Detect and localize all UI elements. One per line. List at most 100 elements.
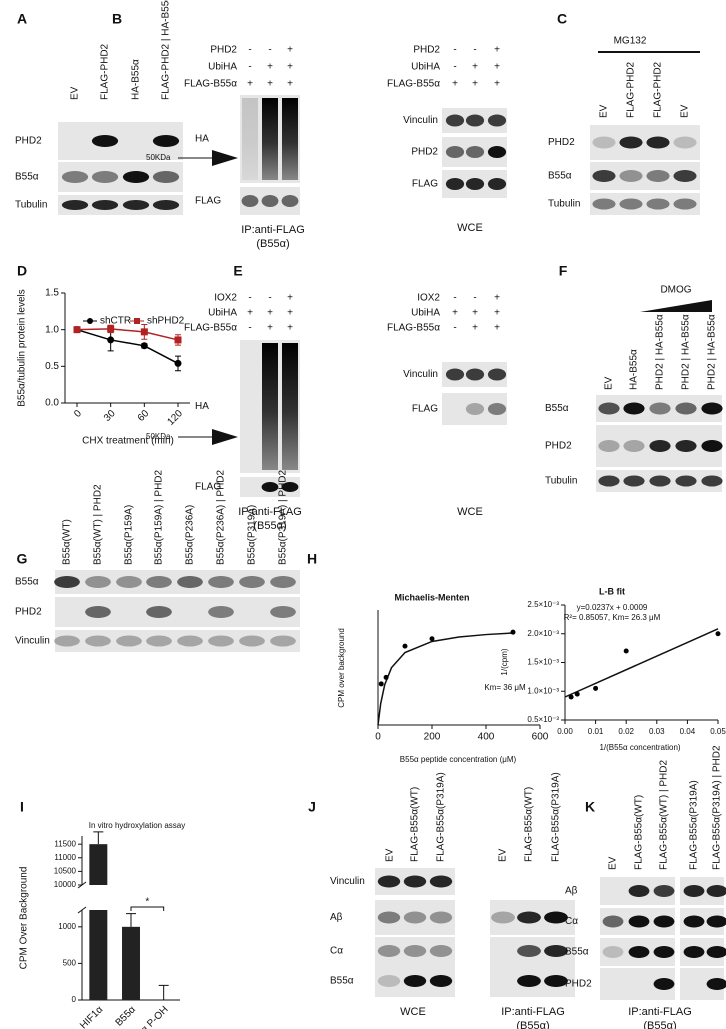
blot-band [517, 911, 541, 924]
condition-label: IOX2 [417, 293, 440, 304]
blot-band [653, 915, 675, 928]
blot-band [85, 606, 111, 618]
lane-label: PHD2 | HA-B55α [655, 314, 666, 390]
condition-sign: + [287, 79, 293, 90]
annotation: R²= 0.85057, Km= 26.3 μM [564, 613, 661, 622]
blot-band [377, 975, 401, 987]
data-point [140, 342, 148, 350]
row-label: FLAG [195, 196, 221, 207]
blot-band [403, 875, 427, 888]
blot-band [116, 635, 142, 647]
blot-band [619, 170, 643, 182]
data-point [107, 336, 115, 344]
condition-sign: - [268, 45, 271, 56]
y-tick-label: 1.5×10⁻³ [527, 658, 559, 667]
data-point [402, 643, 408, 649]
y-tick-label: 11000 [54, 853, 76, 862]
row-label: Vinculin [15, 636, 50, 647]
y-tick-label: 0 [72, 995, 77, 1004]
blot-band [683, 915, 705, 928]
caption: WCE [457, 222, 483, 234]
blot-band [598, 402, 620, 415]
blot-band [598, 475, 620, 487]
error-bar [158, 984, 169, 1000]
data-point [73, 326, 81, 334]
series-line [76, 328, 179, 341]
y-tick-label: 500 [63, 959, 77, 968]
lane-label: FLAG-PHD2 [653, 61, 664, 118]
row-label: B55α [565, 947, 589, 958]
blot-band [646, 198, 670, 210]
caption: (B55α) [643, 1020, 676, 1029]
blot-band [403, 911, 427, 924]
blot-band [403, 945, 427, 957]
blot-band [465, 403, 485, 415]
data-point [174, 359, 182, 367]
condition-sign: - [248, 293, 251, 304]
x-tick-label: 0.04 [680, 727, 696, 736]
row-label: Tubulin [545, 476, 577, 487]
lane-label: EV [604, 376, 615, 390]
caption: (B55α) [256, 238, 289, 250]
row-label: Vinculin [403, 115, 438, 126]
blot-gap [675, 870, 680, 1005]
blot-band [54, 576, 80, 588]
lane-label: B55α(P159A) [124, 505, 135, 565]
blot-band [646, 170, 670, 182]
condition-sign: + [247, 79, 253, 90]
row-label: FLAG [412, 179, 438, 190]
lane-label: EV [599, 104, 610, 118]
blot-band [706, 946, 726, 958]
treatment-label: MG132 [614, 36, 647, 47]
x-tick-label: 600 [532, 732, 549, 743]
blot-band [598, 440, 620, 452]
caption: IP:anti-FLAG [501, 1006, 565, 1018]
blot-band [623, 475, 645, 487]
data-point [378, 681, 384, 687]
panel-letter: A [17, 11, 27, 27]
blot-band [673, 136, 697, 149]
blot-band [91, 135, 119, 147]
blot-band [241, 195, 259, 207]
condition-label: FLAG-B55α [184, 323, 237, 334]
blot-strip [58, 195, 183, 215]
lane-label: EV [498, 848, 509, 862]
condition-sign: - [268, 293, 271, 304]
condition-sign: - [473, 45, 476, 56]
blot-band [706, 978, 726, 990]
condition-sign: - [453, 323, 456, 334]
lane-label: FLAG-PHD2 | HA-B55α [161, 0, 172, 100]
y-axis-label: CPM Over Background [19, 867, 30, 970]
caption: IP:anti-FLAG [238, 506, 302, 518]
error-bar [126, 913, 136, 927]
annotation: Km= 36 μM [484, 683, 526, 692]
error-bar [93, 831, 104, 845]
blot-band [208, 635, 234, 647]
blot-band [61, 200, 89, 210]
lane-label: B55α(P319A) [247, 505, 258, 565]
data-point [715, 631, 721, 637]
blot-band [146, 576, 172, 588]
data-point [383, 674, 389, 680]
marker-label: 50KDa [146, 432, 171, 441]
y-tick-label: 10500 [54, 866, 77, 875]
blot-band [465, 368, 485, 381]
blot-band [673, 198, 697, 210]
caption: WCE [457, 506, 483, 518]
blot-band [177, 635, 203, 647]
blot-band [592, 170, 616, 182]
treatment-wedge [640, 300, 712, 312]
blot-band [281, 195, 299, 207]
condition-label: UbiHA [208, 308, 237, 319]
blot-band [445, 146, 465, 158]
fit-line [564, 628, 719, 698]
row-label: PHD2 [15, 136, 42, 147]
blot-band [146, 635, 172, 647]
blot-band [465, 114, 485, 127]
x-tick-label: 400 [478, 732, 495, 743]
condition-sign: + [472, 79, 478, 90]
blot-smear [262, 98, 278, 180]
lane-label: HA-B55α [629, 349, 640, 390]
